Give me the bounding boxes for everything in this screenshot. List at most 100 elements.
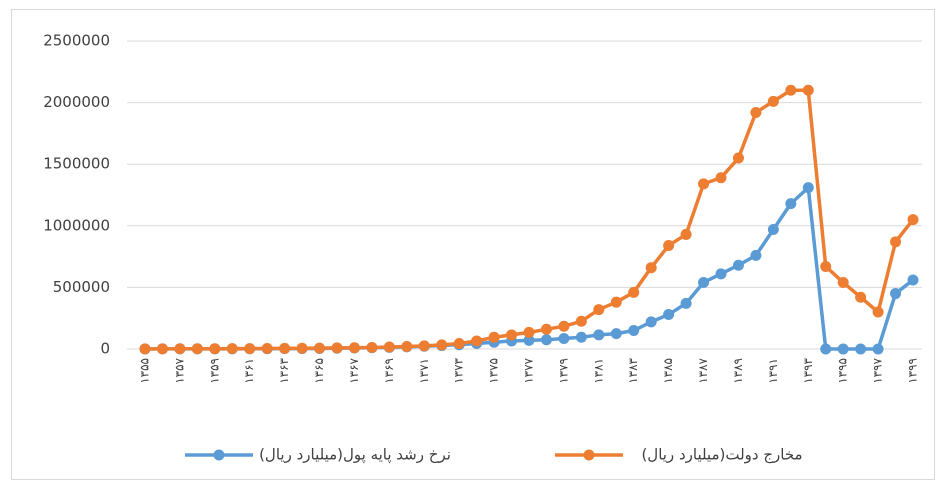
x-tick-label: ۱۳۸۷ (696, 357, 710, 383)
data-point (611, 297, 622, 308)
y-tick-label: 500000 (53, 278, 110, 296)
x-tick-label: ۱۳۶۳ (277, 357, 291, 383)
data-point (890, 288, 901, 299)
data-point (698, 277, 709, 288)
data-point (716, 172, 727, 183)
data-point (628, 287, 639, 298)
data-point (855, 292, 866, 303)
x-tick-label: ۱۳۶۹ (382, 358, 396, 384)
data-point (314, 343, 325, 354)
x-tick-label: ۱۳۶۱ (242, 358, 256, 384)
x-tick-label: ۱۳۷۵ (487, 358, 501, 384)
x-tick-label: ۱۳۶۷ (347, 357, 361, 383)
x-tick-label: ۱۳۵۷ (172, 357, 186, 383)
data-point (733, 153, 744, 164)
x-tick-label: ۱۳۵۹ (207, 358, 221, 384)
x-tick-label: ۱۳۹۷ (871, 357, 885, 383)
legend-label: نرخ رشد پایه پول(میلیارد ریال) (259, 446, 451, 465)
data-point (576, 316, 587, 327)
data-point (908, 214, 919, 225)
data-point (838, 277, 849, 288)
legend-label: مخارج دولت(میلیارد ریال) (641, 446, 802, 465)
data-point (244, 343, 255, 354)
chart-frame (12, 10, 935, 480)
data-point (436, 339, 447, 350)
data-point (681, 229, 692, 240)
y-tick-label: 0 (100, 340, 110, 358)
data-point (820, 344, 831, 355)
data-point (646, 262, 657, 273)
x-tick-label: ۱۳۸۳ (626, 357, 640, 383)
data-point (209, 343, 220, 354)
data-point (768, 96, 779, 107)
data-point (750, 250, 761, 261)
y-tick-label: 1000000 (43, 216, 110, 234)
y-tick-label: 1500000 (43, 155, 110, 173)
data-point (593, 304, 604, 315)
data-point (593, 329, 604, 340)
x-tick-label: ۱۳۹۵ (836, 358, 850, 384)
data-point (297, 343, 308, 354)
data-point (489, 332, 500, 343)
data-point (890, 236, 901, 247)
data-point (698, 178, 709, 189)
data-point (611, 328, 622, 339)
x-tick-label: ۱۳۵۵ (138, 358, 152, 384)
data-point (663, 240, 674, 251)
x-tick-label: ۱۳۷۷ (522, 357, 536, 383)
data-point (227, 343, 238, 354)
data-point (873, 307, 884, 318)
x-tick-label: ۱۳۹۹ (906, 358, 920, 384)
data-point (262, 343, 273, 354)
x-tick-label: ۱۳۷۹ (556, 358, 570, 384)
data-point (541, 324, 552, 335)
data-point (716, 268, 727, 279)
legend-marker (214, 450, 225, 461)
legend-marker (584, 450, 595, 461)
data-point (401, 341, 412, 352)
data-point (681, 298, 692, 309)
data-point (454, 338, 465, 349)
data-point (628, 325, 639, 336)
x-tick-label: ۱۳۷۳ (452, 357, 466, 383)
data-point (524, 327, 535, 338)
data-point (192, 343, 203, 354)
data-point (768, 224, 779, 235)
data-point (332, 342, 343, 353)
data-point (820, 261, 831, 272)
data-point (140, 343, 151, 354)
data-point (419, 340, 430, 351)
data-point (174, 343, 185, 354)
x-tick-label: ۱۳۸۱ (591, 358, 605, 384)
data-point (733, 260, 744, 271)
data-point (349, 342, 360, 353)
data-point (803, 182, 814, 193)
data-point (646, 316, 657, 327)
x-tick-label: ۱۳۷۱ (417, 358, 431, 384)
data-point (873, 344, 884, 355)
data-point (576, 332, 587, 343)
data-point (785, 198, 796, 209)
y-tick-label: 2500000 (43, 32, 110, 50)
data-point (279, 343, 290, 354)
data-point (506, 329, 517, 340)
data-point (785, 85, 796, 96)
chart: 0 500000 1000000 1500000 2000000 2500000 ۱۳۵۵ ۱… (0, 0, 941, 488)
data-point (366, 342, 377, 353)
data-point (541, 334, 552, 345)
data-point (663, 309, 674, 320)
x-tick-label: ۱۳۶۵ (312, 358, 326, 384)
data-point (750, 107, 761, 118)
data-point (838, 344, 849, 355)
y-tick-label: 2000000 (43, 93, 110, 111)
x-tick-label: ۱۳۸۵ (661, 358, 675, 384)
data-point (855, 344, 866, 355)
x-tick-label: ۱۳۹۳ (801, 357, 815, 383)
x-tick-label: ۱۳۹۱ (766, 358, 780, 384)
data-point (558, 333, 569, 344)
data-point (384, 342, 395, 353)
data-point (803, 85, 814, 96)
data-point (157, 343, 168, 354)
data-point (558, 321, 569, 332)
x-tick-label: ۱۳۸۹ (731, 358, 745, 384)
